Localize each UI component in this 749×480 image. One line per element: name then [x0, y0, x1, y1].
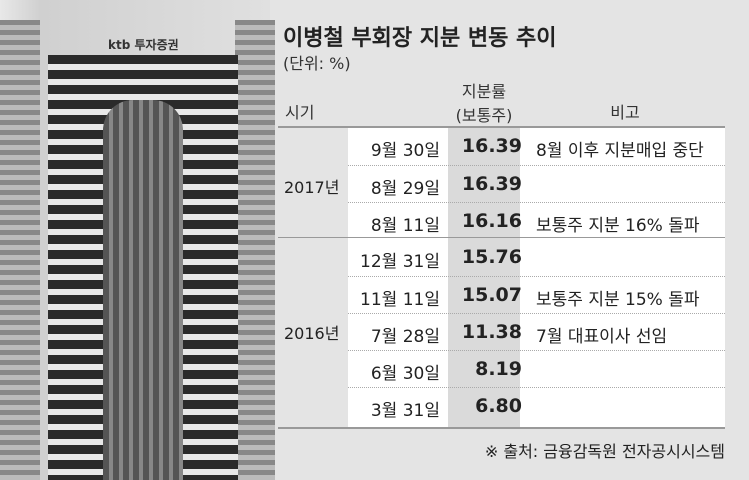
- building-logo: ktb 투자증권: [108, 38, 179, 52]
- row-note: 8월 이후 지분매입 중단: [536, 141, 704, 161]
- table-row: 8월 29일 16.39: [348, 165, 725, 203]
- table-row: 6월 30일 8.19: [348, 350, 725, 388]
- row-note: 7월 대표이사 선임: [536, 327, 668, 347]
- row-value: 8.19: [475, 358, 522, 380]
- table-row: 11월 11일 15.07 보통주 지분 15% 돌파: [348, 276, 725, 314]
- year-2017: 2017년: [284, 178, 340, 197]
- row-value: 11.38: [461, 321, 522, 343]
- unit-label: (단위: %): [283, 54, 351, 73]
- group-divider: [278, 237, 725, 238]
- tower-core: [103, 100, 183, 480]
- row-value: 15.07: [461, 284, 522, 306]
- row-note: 보통주 지분 15% 돌파: [536, 290, 700, 310]
- header-note: 비고: [610, 103, 640, 122]
- building-photo: ktb 투자증권: [0, 0, 275, 480]
- header-divider: [278, 126, 725, 128]
- table-bottom-divider: [278, 427, 725, 429]
- row-date: 6월 30일: [370, 364, 440, 384]
- header-rate: 지분률 (보통주): [448, 78, 520, 126]
- table-row: 3월 31일 6.80: [348, 387, 725, 425]
- table-row: 9월 30일 16.39 8월 이후 지분매입 중단: [348, 128, 725, 165]
- row-value: 6.80: [475, 395, 522, 417]
- header-period: 시기: [285, 103, 315, 122]
- row-date: 8월 11일: [370, 216, 440, 236]
- row-note: 보통주 지분 16% 돌파: [536, 216, 700, 236]
- row-value: 16.16: [461, 210, 522, 232]
- table-row: 7월 28일 11.38 7월 대표이사 선임: [348, 313, 725, 351]
- date-column: [348, 128, 448, 427]
- left-building: [0, 20, 40, 480]
- row-date: 12월 31일: [360, 252, 440, 272]
- page-title: 이병철 부회장 지분 변동 추이: [283, 26, 557, 51]
- row-date: 9월 30일: [370, 141, 440, 161]
- row-date: 7월 28일: [370, 327, 440, 347]
- row-date: 11월 11일: [360, 290, 440, 310]
- source-note: ※ 출처: 금융감독원 전자공시시스템: [484, 442, 725, 461]
- table-row: 8월 11일 16.16 보통주 지분 16% 돌파: [348, 202, 725, 240]
- row-date: 3월 31일: [370, 401, 440, 421]
- row-value: 16.39: [461, 135, 522, 157]
- header-rate-line1: 지분률: [461, 82, 507, 101]
- row-value: 16.39: [461, 173, 522, 195]
- year-2016: 2016년: [284, 324, 340, 343]
- value-column: [448, 128, 520, 427]
- row-value: 15.76: [461, 246, 522, 268]
- header-rate-line2: (보통주): [455, 106, 513, 125]
- row-date: 8월 29일: [370, 179, 440, 199]
- note-column: [520, 128, 725, 427]
- table-row: 12월 31일 15.76: [348, 239, 725, 276]
- right-building: [235, 20, 275, 480]
